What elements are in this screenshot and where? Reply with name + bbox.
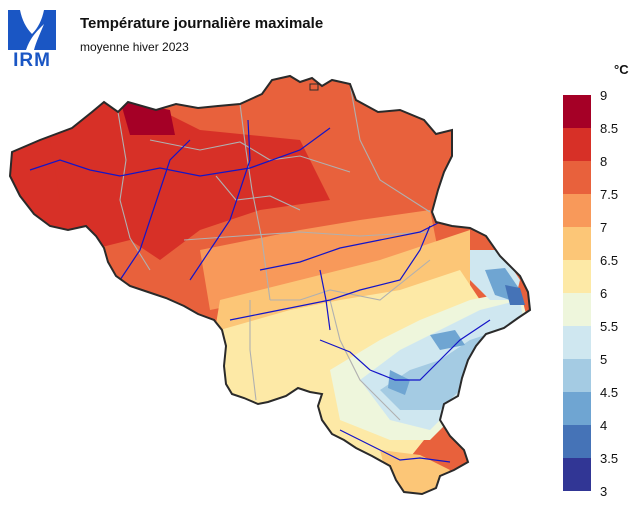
legend-tick-label: 8 bbox=[600, 154, 608, 169]
legend-swatch bbox=[563, 128, 591, 161]
map-subtitle: moyenne hiver 2023 bbox=[80, 40, 189, 54]
legend-tick-label: 8.5 bbox=[600, 121, 619, 136]
logo-icon bbox=[8, 10, 56, 50]
legend-swatch bbox=[563, 458, 591, 491]
legend-swatch bbox=[563, 227, 591, 260]
legend-tick-label: 7 bbox=[600, 220, 608, 235]
legend-swatch bbox=[563, 194, 591, 227]
legend-tick-label: 3 bbox=[600, 484, 608, 499]
legend-tick-label: 3.5 bbox=[600, 451, 619, 466]
legend-swatch bbox=[563, 293, 591, 326]
map-title: Température journalière maximale bbox=[80, 15, 324, 32]
legend-tick-label: 4 bbox=[600, 418, 608, 433]
province-boundaries bbox=[117, 83, 431, 421]
legend-tick-label: 6.5 bbox=[600, 253, 619, 268]
legend-swatch bbox=[563, 425, 591, 458]
rivers bbox=[29, 119, 491, 463]
belgium-map bbox=[9, 75, 531, 495]
legend-tick-label: 5 bbox=[600, 352, 608, 367]
legend-unit: °C bbox=[614, 62, 629, 77]
legend-tick-label: 7.5 bbox=[600, 187, 619, 202]
legend-swatch bbox=[563, 359, 591, 392]
logo-text: IRM bbox=[13, 50, 51, 71]
legend-tick-label: 5.5 bbox=[600, 319, 619, 334]
legend-swatch bbox=[563, 161, 591, 194]
legend-swatch bbox=[563, 260, 591, 293]
legend-swatch bbox=[563, 95, 591, 128]
color-legend bbox=[563, 95, 591, 491]
legend-tick-label: 4.5 bbox=[600, 385, 619, 400]
legend-swatch bbox=[563, 326, 591, 359]
legend-swatch bbox=[563, 392, 591, 425]
legend-tick-label: 6 bbox=[600, 286, 608, 301]
legend-tick-label: 9 bbox=[600, 88, 608, 103]
